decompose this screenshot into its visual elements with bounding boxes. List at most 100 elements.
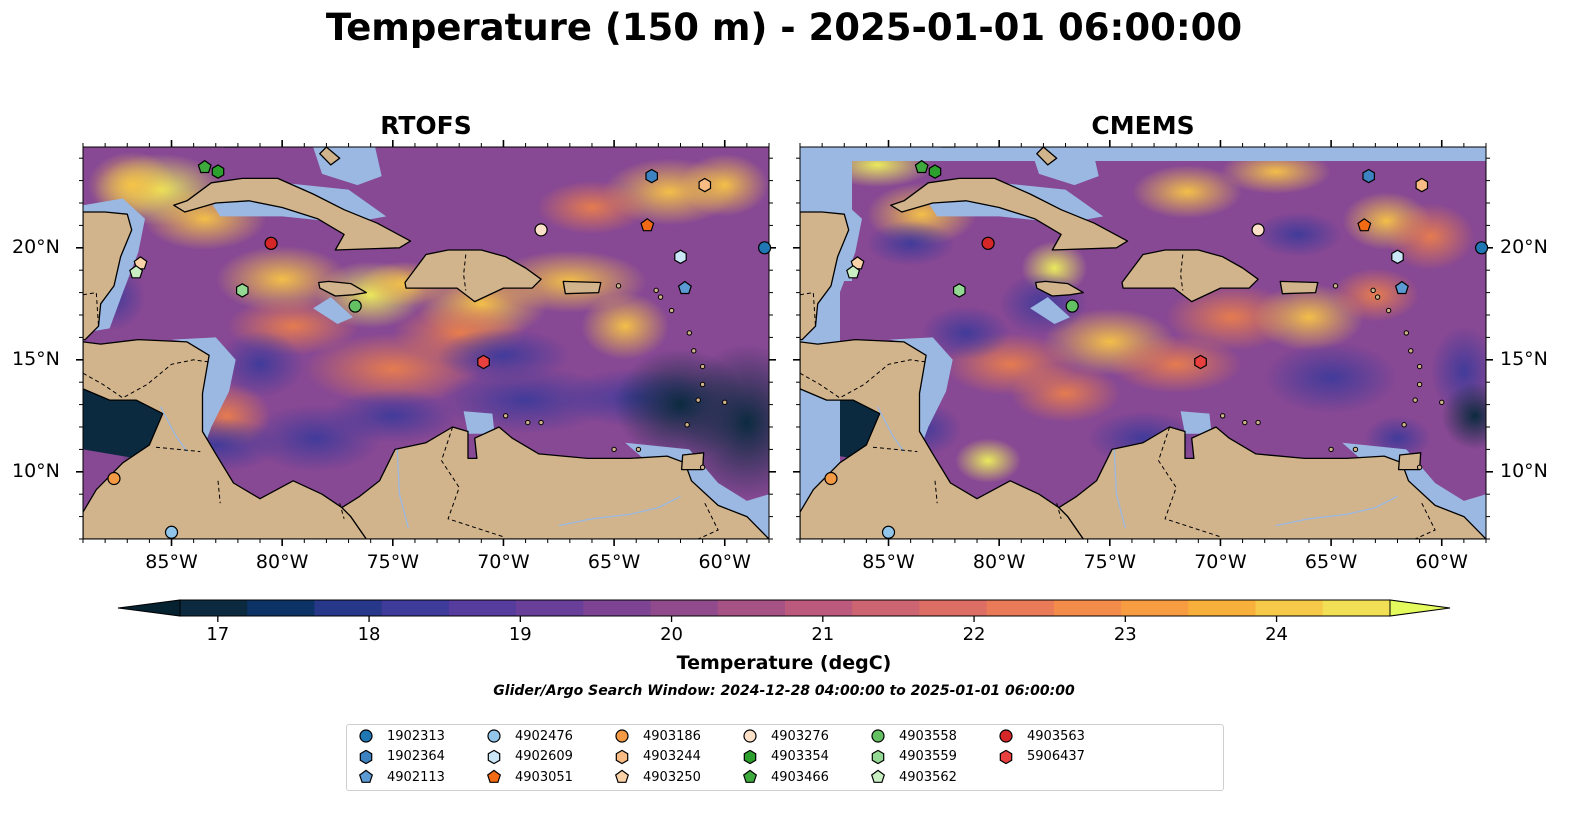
colorbar-segment (1255, 600, 1324, 616)
lat-tick-label-right: 20°N (1500, 235, 1548, 258)
legend-label: 4903563 (1027, 728, 1085, 744)
legend-label: 4903051 (515, 769, 573, 785)
circle-marker-icon (487, 729, 501, 743)
colorbar-segment (247, 600, 315, 616)
float-marker-4902609-rtofs (674, 249, 687, 265)
legend-item: 4902113 (357, 767, 445, 787)
legend-item: 4902609 (485, 747, 573, 767)
float-marker-4902476-cmems (881, 525, 896, 539)
colorbar-segment (583, 600, 652, 616)
colorbar-segment (852, 600, 920, 616)
colorbar-segment (180, 600, 248, 616)
circle-marker-icon (359, 729, 373, 743)
colorbar-extend-high (1389, 599, 1451, 617)
lat-tick-label-left: 10°N (12, 459, 60, 482)
float-marker-4903466-cmems (914, 159, 929, 174)
legend-item: 4903250 (613, 767, 701, 787)
float-marker-1902313-cmems (1474, 241, 1489, 255)
lon-tick-label: 70°W (477, 551, 530, 573)
colorbar-tick-label: 20 (660, 624, 684, 645)
float-marker-4903354-cmems (928, 164, 942, 179)
legend-label: 4903562 (899, 769, 957, 785)
lon-tick-label: 75°W (1083, 551, 1137, 573)
legend-label: 4902113 (387, 769, 445, 785)
legend-label: 1902313 (387, 728, 445, 744)
pentagon-marker-icon (742, 769, 758, 783)
legend-label: 4903559 (899, 749, 957, 764)
pentagon-marker-icon (486, 769, 502, 783)
colorbar-tick-label: 19 (508, 624, 532, 645)
hexagon-marker-icon (743, 749, 757, 764)
hexagon-marker-icon (359, 749, 373, 764)
hexagon-marker-icon (871, 749, 885, 764)
float-marker-1902364-rtofs (645, 168, 659, 184)
pentagon-marker-icon (614, 769, 630, 783)
legend-item: 4902476 (485, 726, 573, 746)
colorbar-segment (717, 600, 786, 616)
legend-item: 4903558 (869, 726, 957, 746)
colorbar-segment (650, 600, 719, 616)
float-marker-4903186-cmems (824, 471, 838, 486)
lon-tick-label: 75°W (366, 551, 420, 573)
pentagon-marker-icon (358, 769, 374, 783)
circle-marker-icon (743, 729, 757, 743)
circle-marker-icon (615, 729, 629, 743)
float-marker-4903559-cmems (952, 283, 966, 298)
legend-label: 4903244 (643, 749, 701, 764)
lon-tick-label: 65°W (1304, 551, 1358, 573)
legend-item: 5906437 (997, 747, 1085, 767)
float-marker-4903559-rtofs (236, 283, 249, 298)
lon-tick-label: 85°W (145, 551, 198, 573)
colorbar-segment (986, 600, 1055, 616)
hexagon-marker-icon (615, 749, 629, 764)
legend-item: 1902364 (357, 747, 445, 767)
rtofs-map (76, 140, 776, 546)
legend-item: 4903559 (869, 747, 957, 767)
colorbar-tick-label: 22 (962, 624, 986, 645)
legend-item: 4903276 (741, 726, 829, 746)
circle-marker-icon (999, 729, 1013, 743)
lon-tick-label: 80°W (972, 551, 1026, 573)
legend-label: 4903466 (771, 769, 829, 785)
colorbar-segment (381, 600, 450, 616)
float-marker-5906437-cmems (1194, 354, 1207, 370)
legend-item: 1902313 (357, 726, 445, 746)
lat-tick-label-right: 15°N (1500, 347, 1548, 370)
panel-title-cmems: CMEMS (1091, 111, 1195, 140)
float-marker-1902364-cmems (1362, 168, 1376, 184)
colorbar-label: Temperature (degC) (676, 652, 892, 674)
legend-label: 4903186 (643, 728, 701, 744)
lon-tick-label: 65°W (587, 551, 641, 573)
colorbar-tick-label: 17 (206, 624, 230, 645)
lon-tick-label: 60°W (1415, 551, 1468, 573)
lat-tick-label-right: 10°N (1500, 459, 1548, 482)
legend-item: 4903244 (613, 747, 701, 767)
legend-item: 4903051 (485, 767, 573, 787)
float-marker-4903276-cmems (1251, 223, 1265, 237)
colorbar-segment (448, 600, 517, 616)
legend-item: 4903186 (613, 726, 701, 746)
legend-label: 4903276 (771, 728, 829, 744)
float-marker-4902609-cmems (1391, 249, 1404, 265)
float-marker-4903563-cmems (981, 236, 995, 250)
hexagon-marker-icon (999, 749, 1013, 764)
legend-item: 4903563 (997, 726, 1085, 746)
float-marker-5906437-rtofs (477, 354, 490, 370)
float-marker-4902113-rtofs (677, 280, 692, 295)
lat-tick-label-left: 20°N (12, 235, 60, 258)
hexagon-marker-icon (487, 749, 501, 764)
float-marker-4902476-rtofs (164, 525, 179, 539)
float-marker-4903186-rtofs (107, 471, 121, 486)
float-marker-4903558-cmems (1065, 299, 1079, 313)
lon-tick-label: 85°W (862, 551, 915, 573)
colorbar-segment (785, 600, 853, 616)
float-marker-4903276-rtofs (534, 223, 548, 237)
legend-label: 4902476 (515, 728, 573, 744)
colorbar-extend-low (117, 599, 181, 617)
legend-item: 4903466 (741, 767, 829, 787)
float-marker-4903558-rtofs (348, 299, 362, 313)
lat-tick-label-left: 15°N (12, 347, 60, 370)
float-marker-1902313-rtofs (757, 241, 772, 255)
colorbar-segment (516, 600, 584, 616)
